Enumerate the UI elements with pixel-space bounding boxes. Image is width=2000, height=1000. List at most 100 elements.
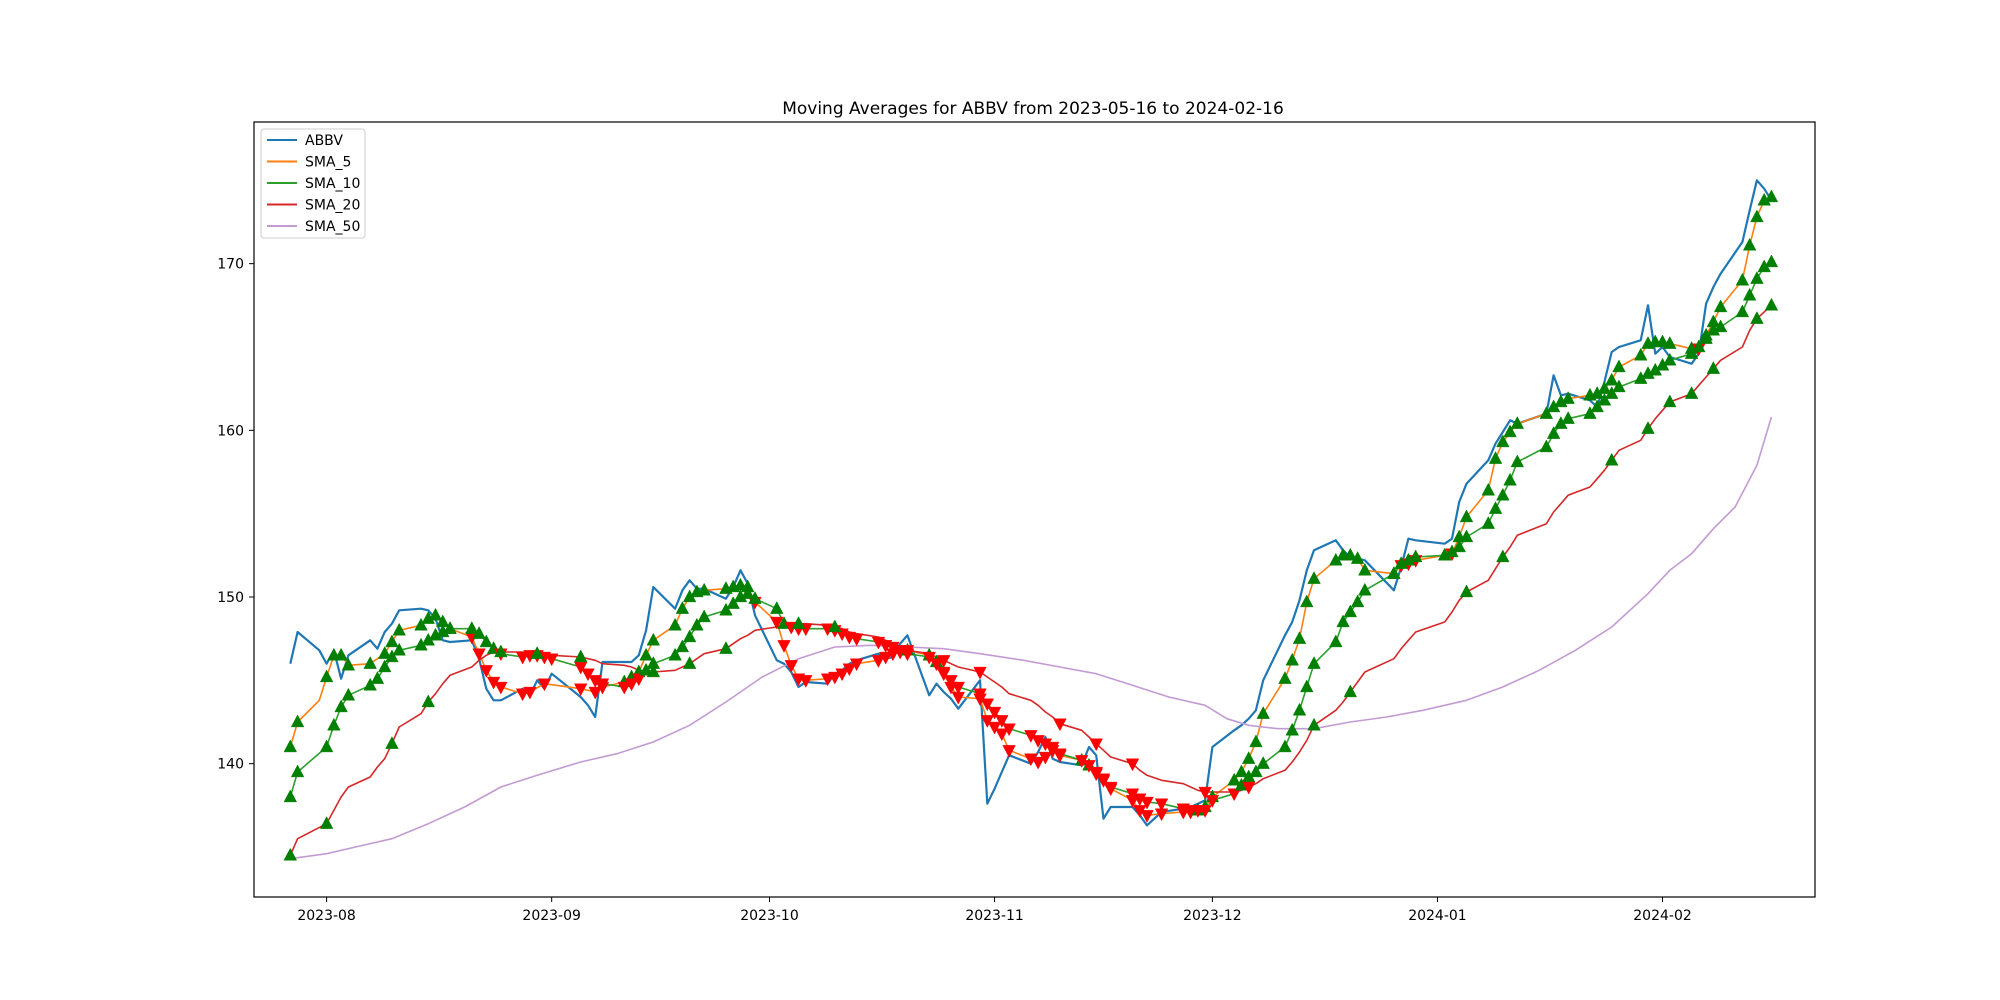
buy-signal-marker: [421, 694, 435, 708]
sell-signal-marker: [1053, 718, 1067, 732]
sell-signal-marker: [1125, 758, 1140, 772]
buy-signal-marker: [479, 634, 494, 648]
buy-signal-marker: [682, 656, 697, 669]
buy-signal-marker: [726, 596, 740, 609]
buy-signal-marker: [1358, 582, 1372, 596]
buy-signal-marker: [675, 601, 690, 614]
buy-signal-marker: [1684, 386, 1699, 399]
buy-signal-marker: [1539, 439, 1554, 453]
y-tick-label: 140: [217, 757, 244, 773]
buy-signal-marker: [319, 816, 334, 829]
marker-layer: [283, 189, 1779, 861]
buy-signal-marker: [1604, 452, 1619, 466]
sell-signal-marker: [1002, 745, 1016, 758]
sell-signal-marker: [1038, 751, 1053, 765]
buy-signal-marker: [1350, 551, 1365, 564]
sell-signal-marker: [1198, 805, 1212, 818]
sell-signal-marker: [1205, 795, 1220, 808]
buy-signal-marker: [363, 656, 377, 669]
sell-signal-marker: [995, 728, 1009, 742]
chart-title: Moving Averages for ABBV from 2023-05-16…: [782, 99, 1284, 119]
buy-signal-marker: [1713, 319, 1728, 333]
buy-signal-marker: [770, 601, 784, 614]
sell-signal-marker: [1031, 756, 1045, 770]
x-tick-label: 2023-10: [740, 908, 799, 924]
buy-signal-marker: [1597, 392, 1612, 406]
buy-signal-marker: [283, 789, 298, 803]
sell-signal-marker: [574, 683, 588, 697]
legend-label: ABBV: [305, 133, 343, 149]
buy-signal-marker: [319, 739, 334, 753]
buy-signal-marker: [385, 634, 399, 648]
buy-signal-marker: [1546, 426, 1561, 439]
buy-signal-marker: [1590, 399, 1604, 413]
sell-signal-marker: [937, 655, 951, 668]
sell-signal-marker: [1227, 788, 1241, 802]
sell-signal-marker: [1089, 766, 1103, 780]
buy-signal-marker: [1300, 594, 1314, 608]
sell-signal-marker: [871, 655, 886, 668]
sell-signal-marker: [987, 721, 1002, 735]
buy-signal-marker: [1307, 717, 1321, 731]
y-tick-label: 150: [217, 590, 244, 606]
buy-signal-marker: [1706, 361, 1721, 374]
legend: ABBV SMA_5 SMA_10 SMA_20 SMA_50: [260, 128, 366, 239]
x-tick-label: 2023-11: [965, 908, 1024, 924]
buy-signal-marker: [319, 669, 334, 683]
buy-signal-marker: [377, 646, 392, 659]
x-axis: 2023-08 2023-09 2023-10 2023-11 2023-12 2024-…: [297, 897, 1692, 924]
buy-signal-marker: [1750, 209, 1764, 223]
buy-signal-marker: [697, 609, 711, 623]
buy-signal-marker: [1249, 764, 1263, 778]
buy-signal-marker: [1641, 421, 1655, 434]
buy-signal-marker: [690, 617, 704, 631]
buy-signal-marker: [1307, 656, 1321, 669]
sell-signal-marker: [849, 633, 864, 647]
buy-signal-marker: [1663, 394, 1677, 408]
buy-signal-marker: [414, 617, 428, 631]
y-axis: 140 150 160 170: [217, 257, 254, 773]
buy-signal-marker: [1300, 679, 1314, 693]
buy-signal-marker: [1713, 299, 1728, 313]
buy-signal-marker: [341, 657, 356, 671]
legend-label: SMA_5: [305, 155, 351, 171]
buy-signal-marker: [1750, 271, 1764, 284]
buy-signal-marker: [1742, 237, 1757, 251]
buy-signal-marker: [697, 582, 711, 596]
buy-signal-marker: [1612, 379, 1626, 393]
buy-signal-marker: [385, 649, 399, 663]
buy-signal-marker: [1329, 634, 1343, 648]
sell-signal-marker: [624, 678, 639, 692]
buy-signal-marker: [639, 647, 653, 661]
x-tick-label: 2024-02: [1633, 908, 1692, 924]
buy-signal-marker: [1503, 424, 1517, 438]
buy-signal-marker: [1408, 549, 1423, 563]
buy-signal-marker: [1604, 372, 1619, 386]
sell-signal-marker: [581, 668, 595, 682]
buy-signal-marker: [283, 739, 298, 753]
sell-signal-marker: [799, 675, 813, 688]
plot-frame: [253, 121, 1816, 898]
sell-signal-marker: [1140, 796, 1154, 810]
buy-signal-marker: [719, 641, 733, 654]
buy-signal-marker: [668, 647, 682, 661]
buy-signal-marker: [385, 736, 399, 749]
buy-signal-marker: [1684, 346, 1699, 359]
sell-signal-marker: [835, 668, 849, 682]
sell-signal-marker: [479, 665, 494, 678]
buy-signal-marker: [1336, 614, 1350, 628]
buy-signal-marker: [1561, 391, 1575, 404]
sell-signal-marker: [770, 616, 784, 630]
buy-signal-marker: [443, 621, 457, 634]
buy-signal-marker: [1387, 566, 1401, 579]
buy-signal-marker: [392, 642, 406, 656]
buy-signal-marker: [1510, 454, 1525, 468]
buy-signal-marker: [1496, 549, 1510, 563]
sell-signal-marker: [842, 663, 857, 677]
buy-signal-marker: [1249, 734, 1263, 748]
buy-signal-marker: [1604, 386, 1619, 399]
buy-signal-marker: [1350, 594, 1365, 608]
legend-label: SMA_50: [305, 219, 360, 235]
sell-signal-marker: [900, 645, 915, 658]
buy-signal-marker: [1692, 339, 1706, 353]
